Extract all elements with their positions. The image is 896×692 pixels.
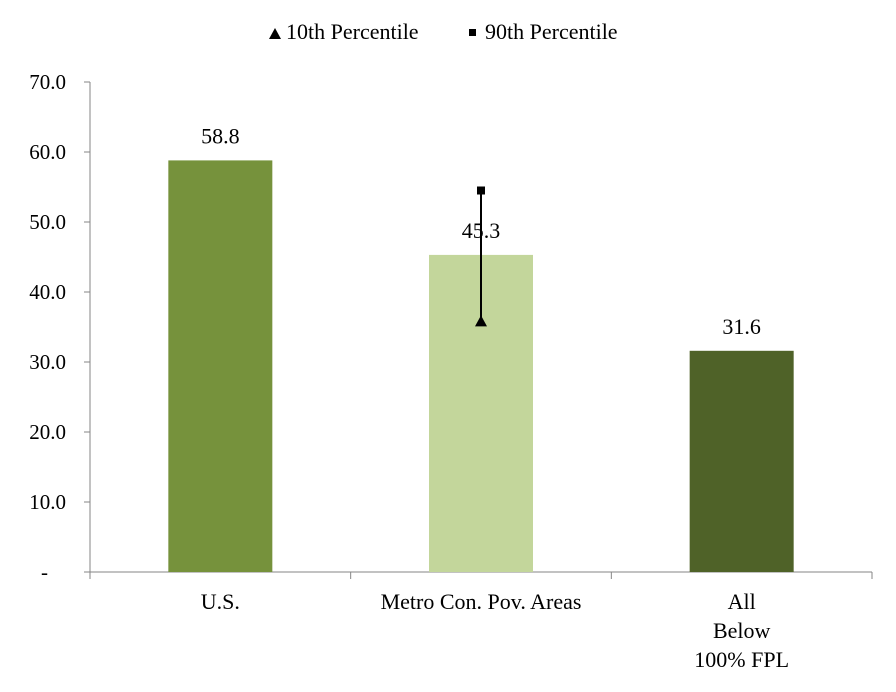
y-tick-label: 60.0 xyxy=(29,140,66,164)
legend-square-marker xyxy=(469,29,476,36)
x-tick-label: All xyxy=(728,589,756,614)
legend: 10th Percentile 90th Percentile xyxy=(269,19,618,44)
legend-label-90th: 90th Percentile xyxy=(485,19,618,44)
legend-label-10th: 10th Percentile xyxy=(286,19,419,44)
x-tick-label: Below xyxy=(713,618,771,643)
data-label: 58.8 xyxy=(201,123,240,148)
y-tick-label: 20.0 xyxy=(29,420,66,444)
y-tick-label: - xyxy=(41,560,48,584)
x-tick-label: Metro Con. Pov. Areas xyxy=(381,589,582,614)
legend-triangle-marker xyxy=(269,28,281,39)
p90-marker xyxy=(477,186,485,195)
y-tick-label: 10.0 xyxy=(29,490,66,514)
y-tick-label: 40.0 xyxy=(29,280,66,304)
y-tick-label: 70.0 xyxy=(29,70,66,94)
x-tick-label: U.S. xyxy=(201,589,240,614)
data-label: 31.6 xyxy=(722,314,761,339)
p10-marker xyxy=(475,315,487,327)
bar xyxy=(168,160,273,572)
y-tick-label: 50.0 xyxy=(29,210,66,234)
x-tick-label: 100% FPL xyxy=(694,647,789,672)
bar xyxy=(689,350,794,572)
y-tick-label: 30.0 xyxy=(29,350,66,374)
